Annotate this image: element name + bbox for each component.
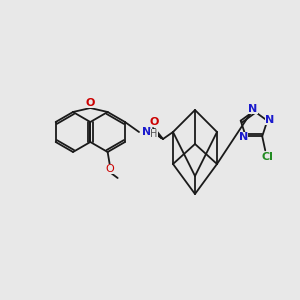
Text: N: N [142, 127, 152, 137]
Text: O: O [105, 164, 114, 174]
Text: N: N [265, 115, 274, 125]
Text: O: O [149, 117, 159, 127]
Text: N: N [239, 132, 248, 142]
Text: N: N [248, 104, 258, 114]
Text: Cl: Cl [261, 152, 273, 162]
Text: H: H [150, 129, 158, 139]
Text: O: O [85, 98, 95, 108]
